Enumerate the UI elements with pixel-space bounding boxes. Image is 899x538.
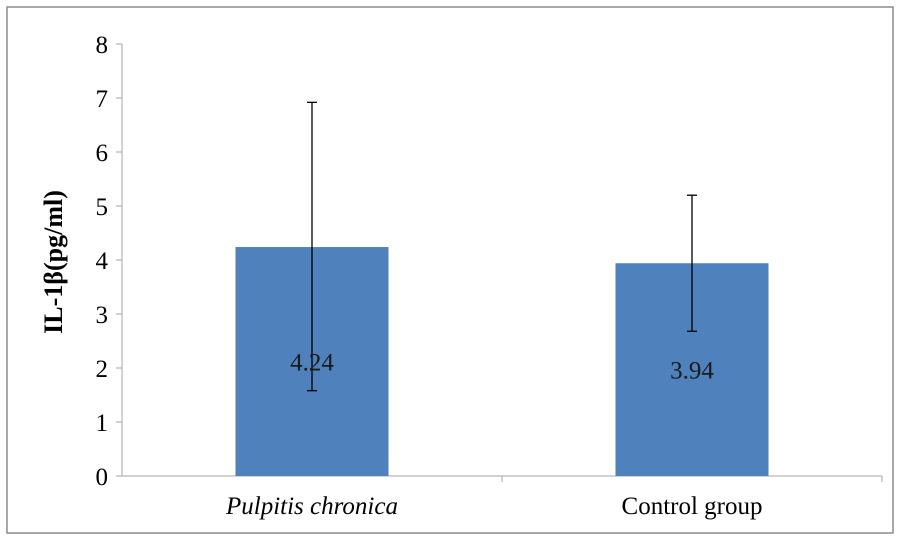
y-tick-label: 6 [96, 140, 109, 167]
y-tick-label: 5 [96, 194, 109, 221]
data-label: 4.24 [290, 350, 334, 377]
data-label: 3.94 [670, 358, 714, 385]
bars-group [235, 247, 769, 476]
x-axis-labels: Pulpitis chronica Control group [225, 476, 883, 520]
y-axis-label: IL-1β(pg/ml) [39, 190, 68, 334]
y-tick-label: 1 [96, 410, 109, 437]
y-tick-label: 3 [96, 302, 109, 329]
y-axis-ticks: 0 1 2 3 4 5 6 7 8 [96, 32, 122, 491]
y-tick-label: 0 [96, 464, 109, 491]
x-category-label: Pulpitis chronica [225, 493, 398, 520]
error-bars-group [307, 101, 697, 392]
y-tick-label: 2 [96, 356, 109, 383]
data-labels-group: 4.24 3.94 [290, 350, 714, 385]
y-tick-label: 7 [96, 86, 109, 113]
y-tick-label: 8 [96, 32, 109, 59]
y-tick-label: 4 [96, 248, 109, 275]
x-category-label: Control group [622, 493, 763, 520]
